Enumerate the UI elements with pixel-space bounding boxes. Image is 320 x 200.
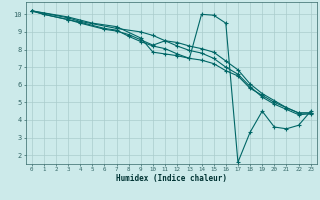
X-axis label: Humidex (Indice chaleur): Humidex (Indice chaleur) [116,174,227,183]
